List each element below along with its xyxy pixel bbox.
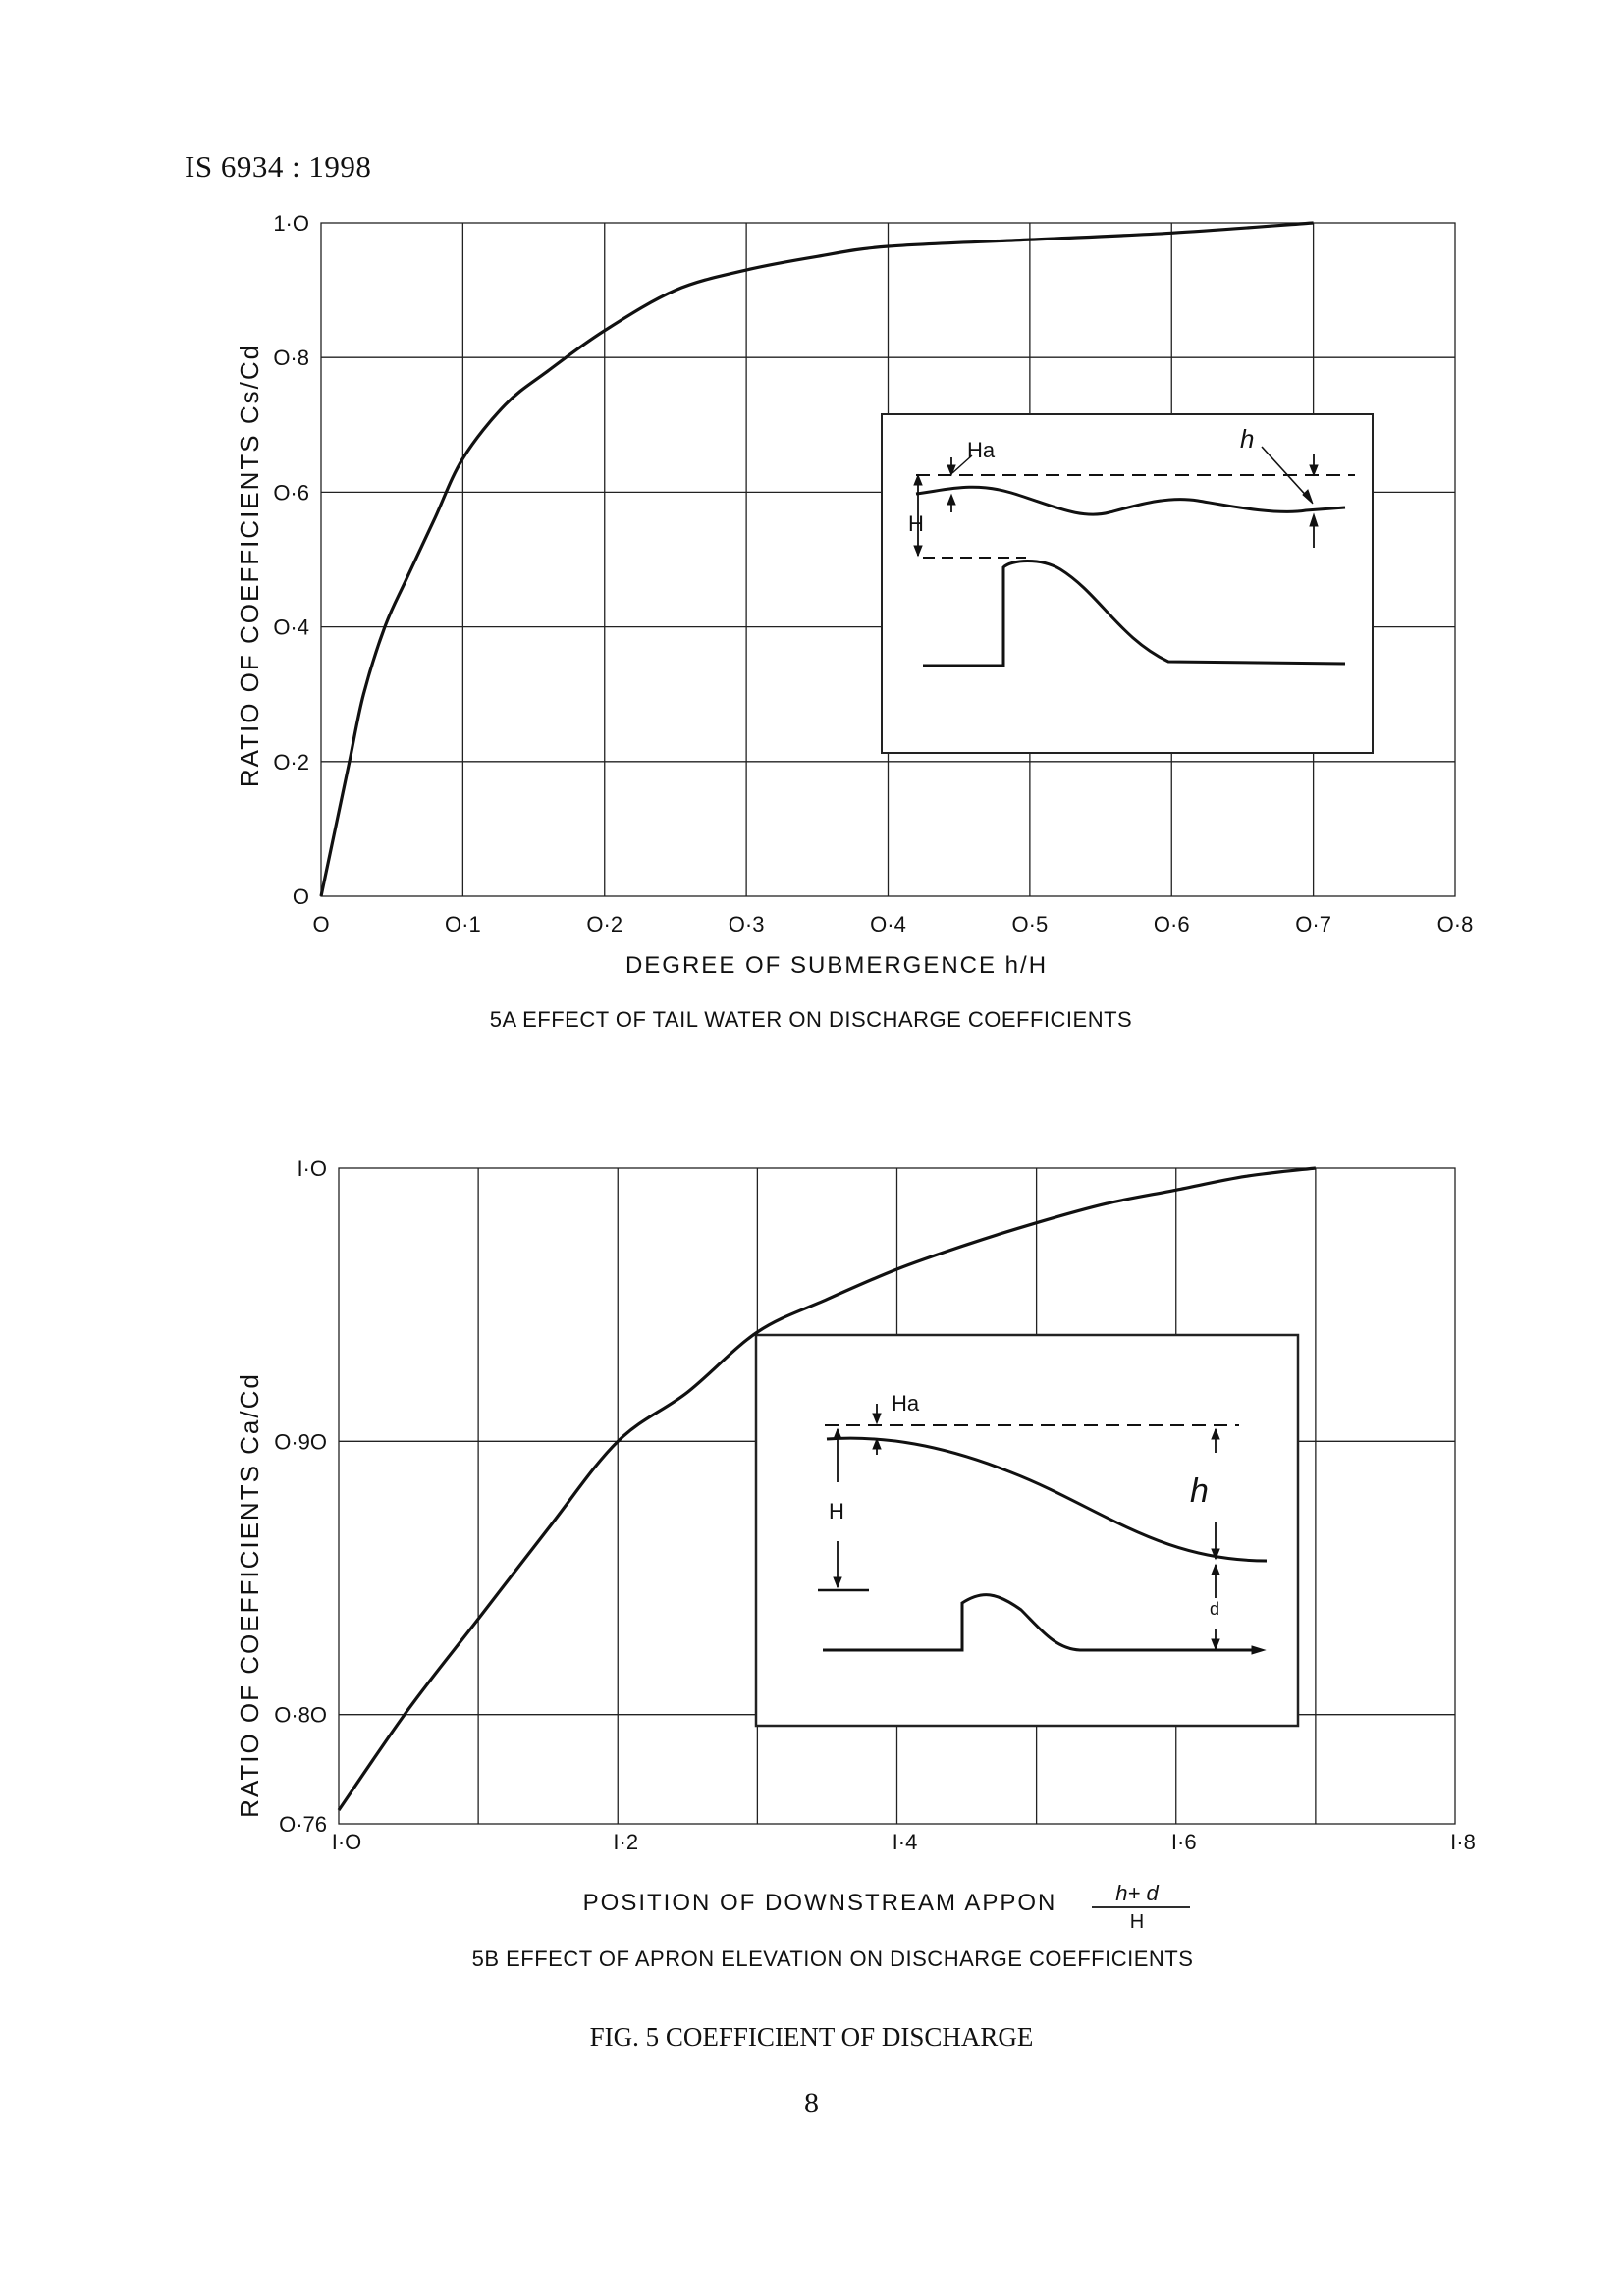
y-tick-label: O·76 (279, 1812, 327, 1837)
x-tick-label: O·4 (870, 912, 906, 936)
inset-labels-5b: Ha h H d (829, 1391, 1219, 1619)
x-tick-label: O·5 (1012, 912, 1049, 936)
chart-title-5b: 5B EFFECT OF APRON ELEVATION ON DISCHARG… (472, 1947, 1194, 1971)
page-number: 8 (804, 2087, 819, 2119)
figure-caption: FIG. 5 COEFFICIENT OF DISCHARGE (589, 2022, 1034, 2052)
inset-diagram-5a (881, 413, 1374, 754)
inset-label-ha: Ha (892, 1391, 920, 1415)
x-tick-label: O (312, 912, 329, 936)
x-tick-label: O·2 (586, 912, 622, 936)
y-tick-label: O·8 (273, 346, 309, 370)
inset-label-d: d (1210, 1599, 1219, 1619)
inset-label-h-large: H (829, 1499, 844, 1523)
x-axis-fraction-denominator-5b: H (1130, 1911, 1144, 1933)
x-tick-label: I·2 (613, 1830, 638, 1854)
inset-label-h-small: h (1190, 1472, 1209, 1510)
y-tick-label: 1·O (273, 211, 309, 236)
x-axis-label-5b: POSITION OF DOWNSTREAM APPON (583, 1890, 1057, 1916)
inset-labels-5a: Ha h H (908, 424, 1254, 536)
x-tick-label: O·7 (1295, 912, 1331, 936)
x-tick-label: I·4 (893, 1830, 918, 1854)
curve-5b (337, 1166, 1317, 1811)
y-axis-label-5a: RATIO OF COEFFICIENTS Cs/Cd (235, 344, 264, 787)
curve-5a (319, 221, 1314, 897)
x-tick-label: O·1 (445, 912, 481, 936)
inset-label-h-large: H (908, 511, 924, 536)
x-axis-fraction-numerator-5b: h+ d (1115, 1881, 1159, 1905)
x-tick-label: I·O (332, 1830, 362, 1854)
document-header: IS 6934 : 1998 (185, 149, 372, 184)
y-tick-label: O·6 (273, 480, 309, 505)
y-tick-label: O·4 (273, 615, 309, 640)
inset-label-h-small: h (1240, 424, 1254, 454)
axes-5a: O O·1 O·2 O·3 O·4 O·5 O·6 O·7 O·8 O O·2 O·4 O·6 O·8 1·… (273, 211, 1473, 936)
x-tick-label: O·8 (1437, 912, 1474, 936)
chart-title-5a: 5A EFFECT OF TAIL WATER ON DISCHARGE COE… (490, 1007, 1132, 1032)
x-axis-label-5a: DEGREE OF SUBMERGENCE h/H (625, 952, 1048, 979)
y-tick-label: O·8O (274, 1703, 327, 1728)
chart-5a: Ha h H O O·1 O·2 O·3 O·4 O·5 O·6 O·7 O·8OO·2O·4O… (235, 211, 1473, 1032)
x-tick-label: O·3 (729, 912, 765, 936)
x-tick-label: I·8 (1450, 1830, 1476, 1854)
axes-5b: I·O I·2 I·4 I·6 I·8 O·76 O·8O O·9O I·O (274, 1156, 1476, 1854)
chart-5b: Ha h H d I·O I·2 I·4 I·6 I·8 O·76 O·8O O·9OI·O … (235, 1156, 1476, 1971)
inset-label-ha: Ha (967, 438, 996, 462)
x-tick-label: I·6 (1171, 1830, 1197, 1854)
x-tick-label: O·6 (1154, 912, 1190, 936)
y-tick-label: O·9O (274, 1429, 327, 1454)
y-tick-label: I·O (297, 1156, 327, 1181)
y-tick-label: O (293, 884, 309, 909)
inset-diagram-5b (754, 1333, 1300, 1728)
y-axis-label-5b: RATIO OF COEFFICIENTS Ca/Cd (235, 1372, 264, 1818)
y-tick-label: O·2 (273, 750, 309, 774)
